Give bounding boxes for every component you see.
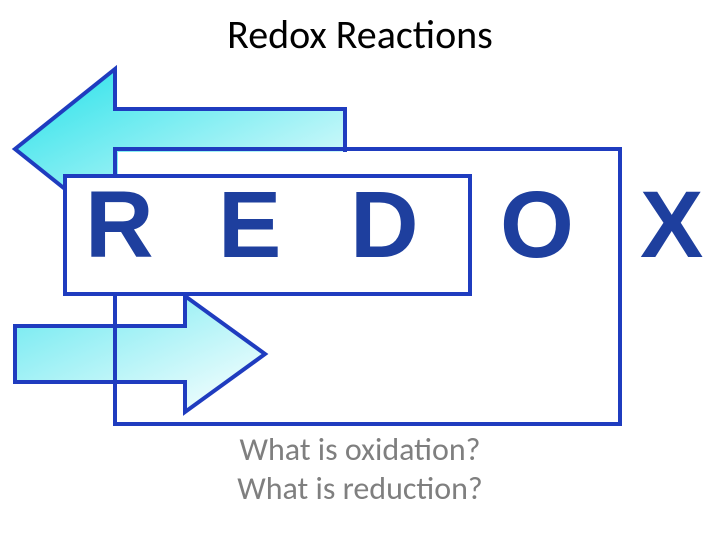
page-title: Redox Reactions: [0, 0, 720, 59]
letter-d: D: [350, 171, 416, 280]
letter-e: E: [218, 171, 278, 280]
subtitle-block: What is oxidation? What is reduction?: [0, 431, 720, 508]
letter-o: O: [500, 171, 571, 280]
subtitle-reduction: What is reduction?: [0, 470, 720, 508]
letter-x: X: [640, 171, 700, 280]
bottom-arrow-icon: [15, 296, 265, 412]
subtitle-oxidation: What is oxidation?: [0, 431, 720, 469]
redox-diagram: R E D O X: [0, 64, 720, 444]
letter-r: R: [85, 171, 151, 280]
